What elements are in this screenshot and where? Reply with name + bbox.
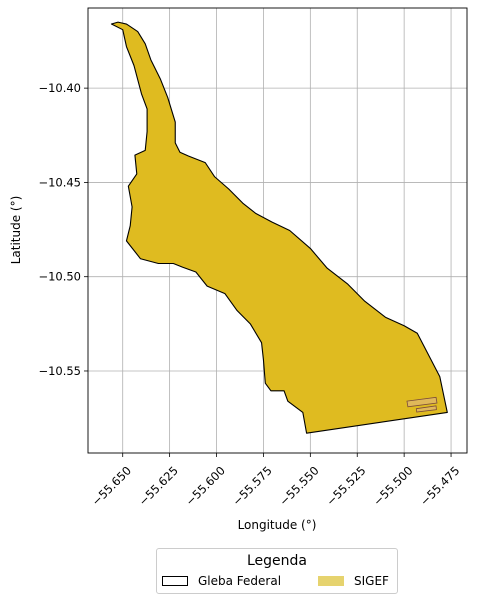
y-tick-label: −10.40 xyxy=(38,81,81,95)
legend: Legenda Gleba Federal SIGEF xyxy=(156,548,398,594)
gleba-federal-outline xyxy=(110,21,448,434)
legend-label-gleba-federal: Gleba Federal xyxy=(198,574,282,588)
y-tick-label: −10.50 xyxy=(38,270,81,284)
y-tick-label: −10.55 xyxy=(38,364,81,378)
x-axis-title: Longitude (°) xyxy=(238,518,317,532)
legend-title: Legenda xyxy=(246,553,307,569)
sigef-swatch xyxy=(318,576,344,586)
legend-item-gleba-federal: Gleba Federal xyxy=(162,574,281,588)
sigef-parcel-small xyxy=(415,405,437,413)
legend-label-sigef: SIGEF xyxy=(354,574,389,588)
legend-item-sigef: SIGEF xyxy=(318,574,389,588)
plot-area: −55.650 −55.625 −55.600 −55.575 −55.550 −55.5… xyxy=(38,7,468,509)
axes-border xyxy=(87,7,468,454)
sigef-parcel-small xyxy=(406,396,438,408)
y-axis-title: Latitude (°) xyxy=(9,196,23,265)
sigef-parcel xyxy=(111,22,448,434)
gleba-federal-swatch xyxy=(162,576,188,586)
y-axis-ticks: −10.40 −10.45 −10.50 −10.55 xyxy=(38,81,88,378)
y-tick-label: −10.45 xyxy=(38,175,81,189)
map-layers xyxy=(110,21,448,434)
